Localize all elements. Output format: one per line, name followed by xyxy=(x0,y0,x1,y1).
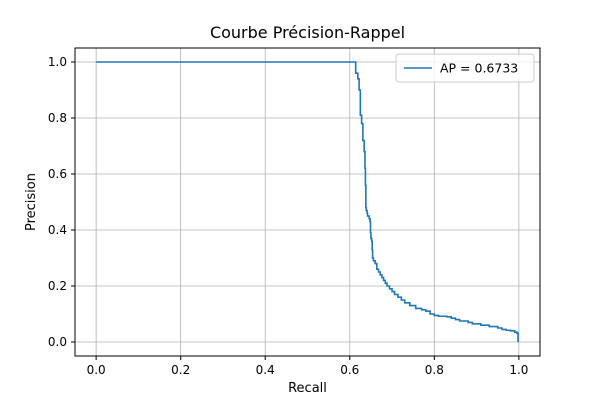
chart-title: Courbe Précision-Rappel xyxy=(210,23,405,42)
x-tick-label: 1.0 xyxy=(509,363,528,377)
legend-label: AP = 0.6733 xyxy=(440,61,518,76)
x-tick-label: 0.2 xyxy=(171,363,190,377)
pr-curve-line xyxy=(96,61,519,342)
legend-box xyxy=(395,53,535,83)
x-tick-label: 0.4 xyxy=(256,363,275,377)
x-tick-label: 0.8 xyxy=(425,363,444,377)
x-axis-label: Recall xyxy=(288,381,327,396)
y-tick-label: 0.6 xyxy=(48,167,67,181)
y-tick-label: 1.0 xyxy=(48,55,67,69)
x-tick-label: 0.6 xyxy=(340,363,359,377)
y-tick-label: 0.2 xyxy=(48,279,67,293)
legend: AP = 0.6733 xyxy=(395,53,535,83)
grid-layer xyxy=(75,48,540,356)
y-tick-label: 0.4 xyxy=(48,223,67,237)
y-tick-label: 0.0 xyxy=(48,335,67,349)
tick-layer: 0.0 0.2 0.4 0.6 0.8 1.0 0.0 0.2 0.4 0.6 0.8 1.0 xyxy=(48,55,529,377)
x-tick-label: 0.0 xyxy=(87,363,106,377)
y-axis-label: Precision xyxy=(24,173,39,231)
curve-layer xyxy=(96,61,519,342)
y-tick-label: 0.8 xyxy=(48,111,67,125)
axes-frame xyxy=(74,47,541,357)
